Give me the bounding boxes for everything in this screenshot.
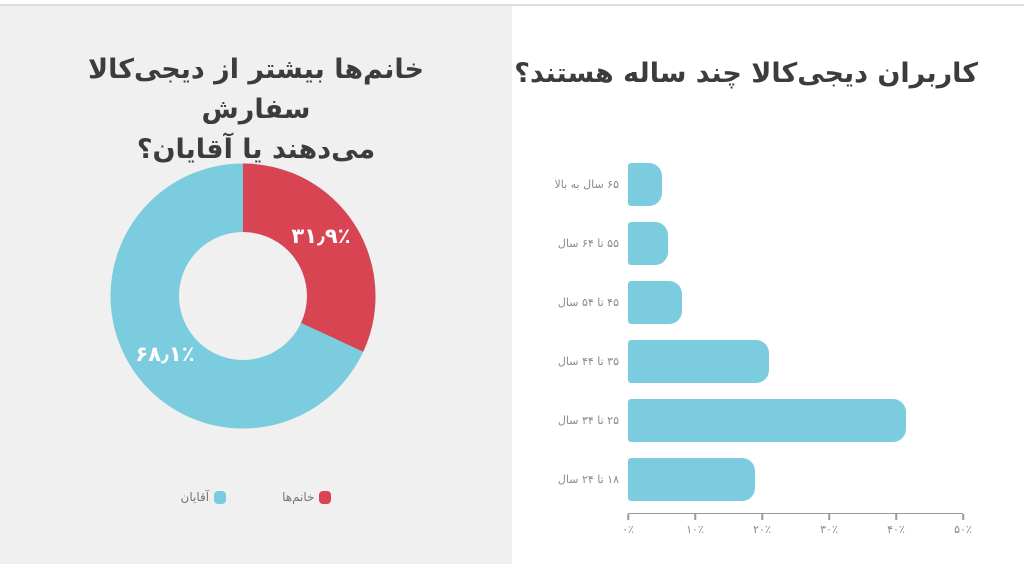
- gender-chart-title: خانم‌ها بیشتر از دیجی‌کالا سفارش می‌دهند…: [36, 50, 476, 170]
- top-divider: [0, 4, 1024, 6]
- legend-item-women: خانم‌ها: [282, 490, 332, 504]
- donut-svg: [110, 163, 376, 429]
- bar-category-label: ۳۵ تا ۴۴ سال: [557, 355, 619, 368]
- age-bar-panel: کاربران دیجی‌کالا چند ساله هستند؟ ۶۵ سال…: [512, 6, 1024, 564]
- gender-chart-title-line2: می‌دهند یا آقایان؟: [136, 134, 376, 165]
- bar-category-label: ۶۵ سال به بالا: [554, 178, 619, 191]
- bar-row: ۶۵ سال به بالا: [554, 163, 906, 206]
- x-tick-labels: ۰٪ ۱۰٪ ۲۰٪ ۳۰٪ ۴۰٪ ۵۰٪: [622, 523, 972, 539]
- bar-category-label: ۱۸ تا ۲۴ سال: [557, 473, 619, 486]
- bar-category-label: ۵۵ تا ۶۴ سال: [557, 237, 619, 250]
- bar-row: ۳۵ تا ۴۴ سال: [558, 340, 906, 383]
- bar: [628, 340, 769, 383]
- legend-label-men: آقایان: [180, 490, 210, 504]
- legend-swatch-men: [214, 490, 227, 504]
- bar: [628, 399, 907, 442]
- age-chart-title: کاربران دیجی‌کالا چند ساله هستند؟: [514, 58, 978, 89]
- donut-label-women: ۳۱٫۹٪: [291, 224, 351, 248]
- x-tick-label: ۳۰٪: [820, 523, 838, 536]
- gender-legend: آقایان خانم‌ها: [0, 490, 512, 504]
- bar: [628, 163, 662, 206]
- gender-donut-chart: ۳۱٫۹٪ ۶۸٫۱٪: [108, 161, 378, 431]
- bar-category-label: ۲۵ تا ۳۴ سال: [557, 414, 619, 427]
- x-axis-tick: [828, 514, 830, 520]
- x-tick-label: ۰٪: [622, 523, 634, 536]
- x-axis-tick: [627, 514, 629, 520]
- x-axis-tick: [962, 514, 964, 520]
- bar: [628, 458, 756, 501]
- x-tick-label: ۱۰٪: [686, 523, 704, 536]
- x-axis-tick: [895, 514, 897, 520]
- donut-label-men: ۶۸٫۱٪: [135, 342, 195, 366]
- age-bars: ۶۵ سال به بالا ۵۵ تا ۶۴ سال ۴۵ تا ۵۴ سال ۳۵…: [554, 163, 907, 501]
- legend-swatch-women: [319, 490, 332, 504]
- x-tick-label: ۲۰٪: [753, 523, 771, 536]
- gender-chart-title-line1: خانم‌ها بیشتر از دیجی‌کالا سفارش: [88, 54, 424, 125]
- x-axis-tick: [694, 514, 696, 520]
- legend-label-women: خانم‌ها: [282, 490, 315, 504]
- legend-item-men: آقایان: [181, 490, 227, 504]
- x-axis: [627, 513, 964, 520]
- donut-slice-women: [110, 163, 376, 429]
- bar-row: ۵۵ تا ۶۴ سال: [558, 222, 906, 265]
- bar-row: ۱۸ تا ۲۴ سال: [558, 458, 906, 501]
- x-axis-tick: [761, 514, 763, 520]
- bar-row: ۴۵ تا ۵۴ سال: [558, 281, 906, 324]
- bar: [628, 281, 682, 324]
- gender-donut-panel: خانم‌ها بیشتر از دیجی‌کالا سفارش می‌دهند…: [0, 6, 512, 564]
- bar: [628, 222, 669, 265]
- x-tick-label: ۵۰٪: [954, 523, 972, 536]
- bar-category-label: ۴۵ تا ۵۴ سال: [557, 296, 619, 309]
- x-tick-label: ۴۰٪: [887, 523, 905, 536]
- bar-row: ۲۵ تا ۳۴ سال: [558, 399, 907, 442]
